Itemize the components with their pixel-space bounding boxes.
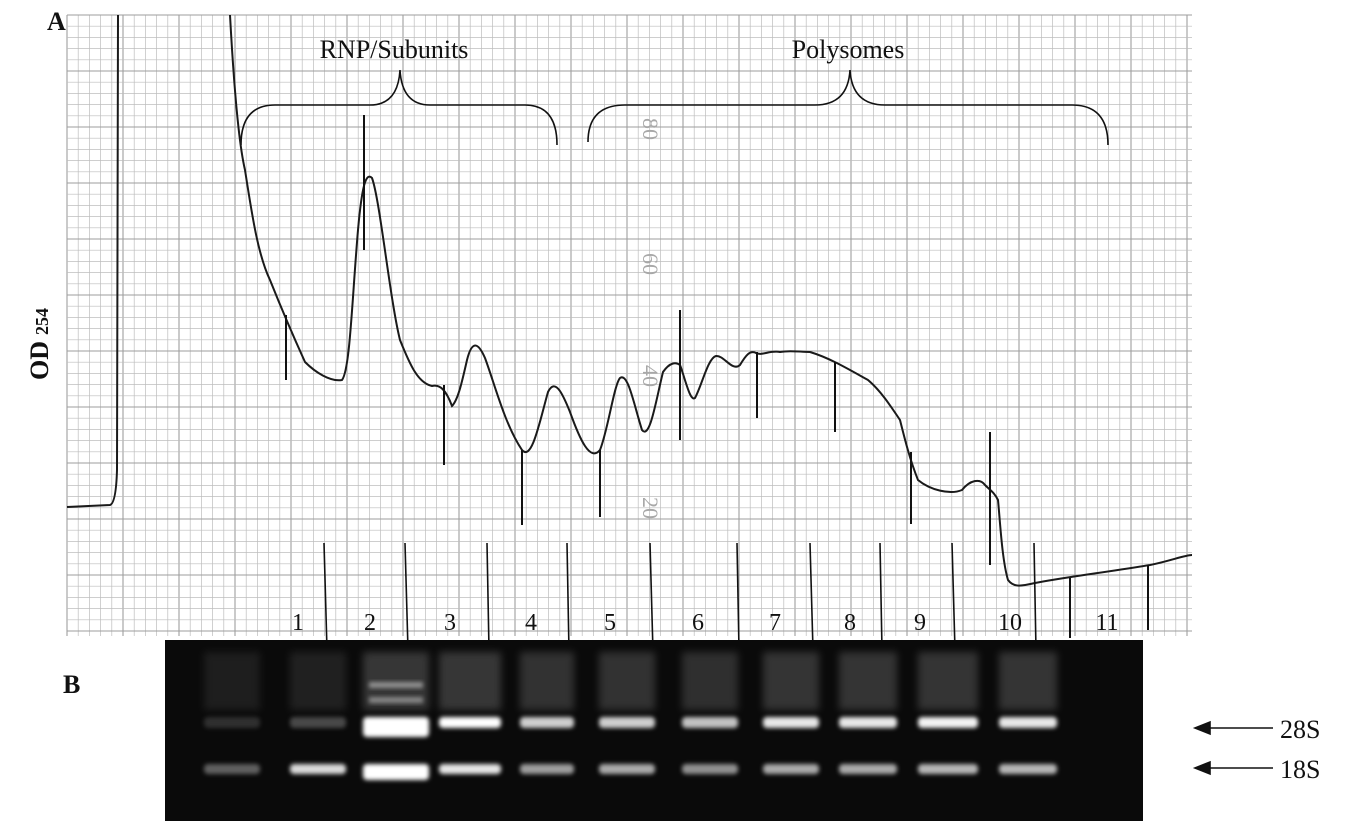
band-marker-18s [1192,760,1273,776]
y-axis-label-subscript: 254 [32,308,52,335]
polysomes-label: Polysomes [792,35,905,64]
fraction-number: 1 [292,610,304,636]
gel-band-18s [439,764,501,774]
gel-lane-smear [918,652,978,710]
rnp-subunits-brace [240,69,558,146]
fraction-marker-ticks [285,115,1149,638]
chart-paper-number: 20 [638,497,663,519]
gel-band-28s [599,717,655,728]
gel-band-18s [763,764,819,774]
gel-lane-smear [999,652,1057,710]
gel-band-18s [204,764,260,774]
fraction-divider-lines [323,542,1037,653]
gel-band-28s [439,717,501,728]
gel-lane-smear [520,652,574,710]
gel-band-18s [999,764,1057,774]
gel-lane-smear [763,652,819,710]
gel-lane-smear [599,652,655,710]
gel-band-upper [369,682,423,688]
fraction-number: 11 [1095,610,1118,636]
gel-band-18s [363,764,429,780]
gel-bands [204,652,1057,780]
chart-paper-number: 80 [638,118,663,140]
fraction-number: 10 [998,610,1022,636]
od254-absorbance-trace [66,14,1193,587]
gel-lane-smear [839,652,897,710]
gel-lane-smear [439,652,501,710]
gel-band-18s [599,764,655,774]
gel-band-18s [682,764,738,774]
y-axis-label-main: OD [25,341,54,380]
fraction-number: 3 [444,610,456,636]
gel-band-28s [839,717,897,728]
gel-band-28s [363,717,429,737]
fraction-number: 6 [692,610,704,636]
band-marker-28s [1192,720,1273,736]
chart-paper-number: 40 [638,365,663,387]
svg-text:OD254: OD 254 [25,308,54,380]
gel-band-18s [290,764,346,774]
band-label-18s: 18S [1280,755,1320,784]
y-axis-label: OD 254 [25,308,54,380]
gel-band-28s [682,717,738,728]
gel-lane-smear [290,652,346,710]
chart-paper-scale-numbers: 80 60 40 20 [638,118,663,519]
gel-band-18s [918,764,978,774]
fraction-number: 4 [525,610,537,636]
gel-lane-smear [204,652,260,710]
gel-band-28s [999,717,1057,728]
gel-band-18s [520,764,574,774]
band-label-28s: 28S [1280,715,1320,744]
panel-a-label: A [47,7,66,36]
panel-b-label: B [63,670,80,699]
gel-band-18s [839,764,897,774]
gel-band-28s [918,717,978,728]
gel-band-28s [290,717,346,728]
fraction-number: 7 [769,610,781,636]
chart-paper-grid [66,14,1192,636]
fraction-numbers: 1 2 3 4 5 6 7 8 9 10 11 [292,610,1119,636]
fraction-number: 9 [914,610,926,636]
gel-band-upper [369,697,423,703]
chart-paper-number: 60 [638,253,663,275]
gel-band-28s [763,717,819,728]
fraction-number: 2 [364,610,376,636]
fraction-number: 5 [604,610,616,636]
rnp-subunits-label: RNP/Subunits [320,35,469,64]
gel-band-28s [520,717,574,728]
polysomes-brace [587,69,1109,146]
gel-band-28s [204,717,260,728]
gel-lane-smear [682,652,738,710]
fraction-number: 8 [844,610,856,636]
